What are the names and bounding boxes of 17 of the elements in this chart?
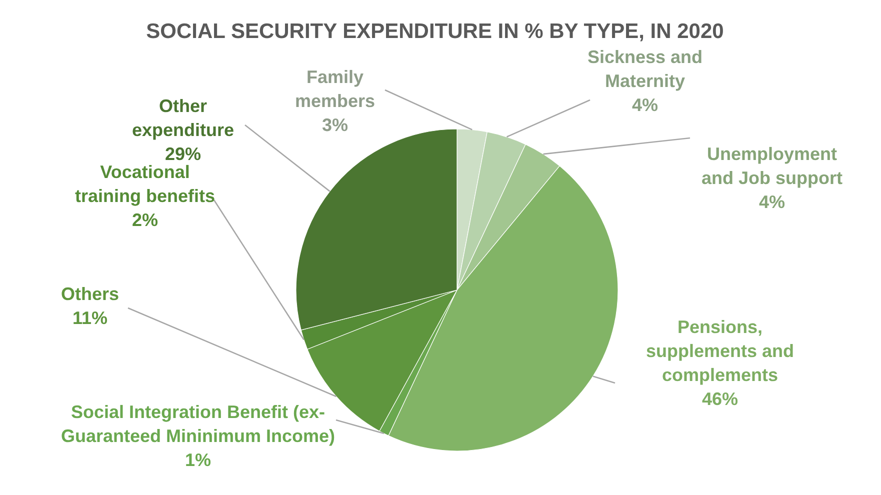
chart-title: SOCIAL SECURITY EXPENDITURE IN % BY TYPE, IN 2020	[146, 20, 724, 43]
data-label: 2%	[132, 210, 158, 230]
data-label: 4%	[632, 95, 658, 115]
slice-label: Unemployment and Job support	[702, 144, 842, 188]
slice-label: Sickness and Maternity	[587, 47, 703, 91]
data-label: 3%	[322, 115, 348, 135]
data-label: 1%	[184, 450, 212, 470]
data-label: 29%	[164, 144, 202, 164]
data-label: 46%	[702, 389, 738, 409]
data-label: 11%	[72, 308, 108, 328]
slice-label: Pensions, supplements and complements	[646, 317, 794, 385]
slice-label: Family members	[294, 67, 376, 111]
slice-label: Social Integration Benefit (ex-Guaranteed Mininimum Income)	[60, 402, 336, 446]
slice-label: Other expenditure	[132, 96, 234, 140]
data-label: 4%	[758, 192, 786, 212]
slice-label: Vocational training benefits	[74, 162, 216, 206]
slice-label: Others	[60, 284, 120, 304]
